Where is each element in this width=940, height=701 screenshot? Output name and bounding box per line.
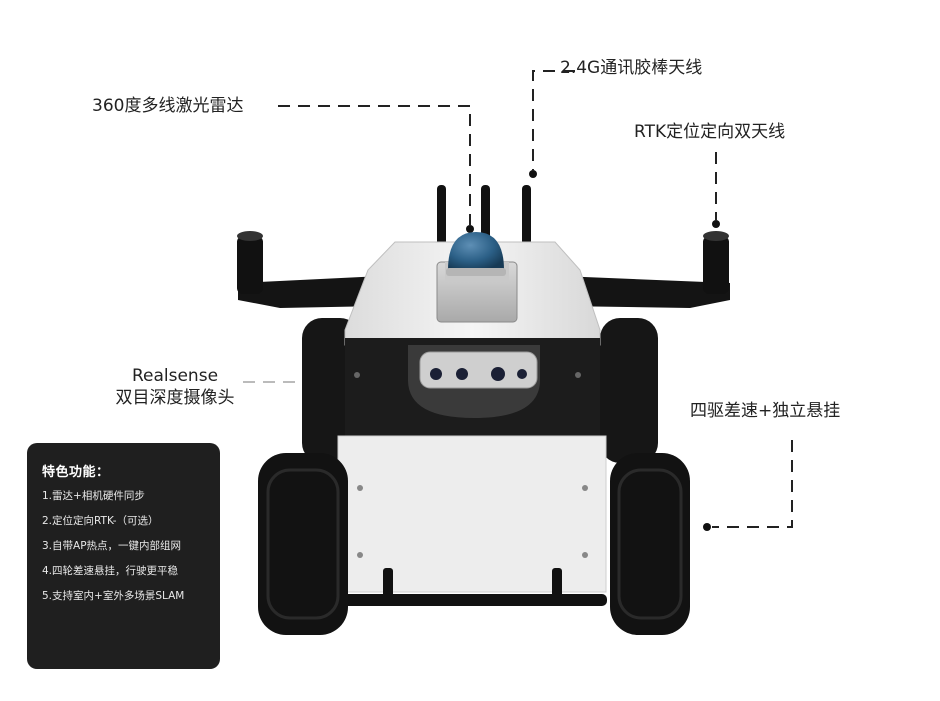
lidar-dome: [448, 232, 504, 270]
feature-title: 特色功能：: [42, 465, 110, 480]
drive-suspension-label: 四驱差速+独立悬挂: [690, 401, 841, 421]
lidar-leader-dot: [466, 225, 474, 233]
feature-list: 1.雷达+相机硬件同步 2.定位定向RTK-（可选） 3.自带AP热点，一键内部…: [42, 490, 206, 603]
bumper-bar: [337, 594, 607, 606]
screw: [357, 485, 363, 491]
camera-lens: [456, 368, 468, 380]
camera-lens: [517, 369, 527, 379]
lidar-ring: [446, 268, 506, 276]
camera-label: Realsense 双目深度摄像头: [110, 365, 240, 409]
camera-label-line2: 双目深度摄像头: [115, 388, 235, 408]
camera-lens: [491, 367, 505, 381]
screw: [582, 552, 588, 558]
screw: [354, 372, 360, 378]
antenna-leader-dot: [529, 170, 537, 178]
rtk-leader-dot: [712, 220, 720, 228]
feature-item: 5.支持室内+室外多场景SLAM: [42, 590, 185, 602]
left-rtk-antenna: [237, 231, 263, 294]
robot-front-body: [337, 435, 607, 593]
antenna-label: 2.4G通讯胶棒天线: [560, 58, 703, 78]
feature-item: 4.四轮差速悬挂，行驶更平稳: [42, 565, 179, 577]
feature-item: 3.自带AP热点，一键内部组网: [42, 540, 182, 552]
bumper-post-right: [552, 568, 562, 600]
lidar-leader-line: [278, 105, 471, 225]
lidar-label: 360度多线激光雷达: [92, 96, 244, 116]
rtk-antenna-label: RTK定位定向双天线: [634, 122, 786, 142]
drive-leader-line: [712, 440, 793, 528]
front-left-wheel: [258, 453, 348, 635]
drive-leader-dot: [703, 523, 711, 531]
screw: [575, 372, 581, 378]
feature-item: 2.定位定向RTK-（可选）: [42, 515, 159, 527]
feature-panel: 特色功能： 1.雷达+相机硬件同步 2.定位定向RTK-（可选） 3.自带AP热…: [27, 443, 220, 669]
screw: [357, 552, 363, 558]
realsense-camera: [419, 351, 538, 389]
camera-label-line1: Realsense: [131, 366, 219, 386]
comm-antennas: [437, 185, 531, 245]
right-rtk-antenna: [703, 231, 729, 294]
screw: [582, 485, 588, 491]
rear-right-wheel: [600, 318, 658, 463]
right-arm-plate: [560, 276, 730, 308]
feature-item: 1.雷达+相机硬件同步: [42, 490, 145, 502]
bumper-post-left: [383, 568, 393, 600]
antenna-leader-line: [532, 70, 575, 170]
front-right-wheel: [610, 453, 690, 635]
camera-lens: [430, 368, 442, 380]
left-arm-plate: [238, 276, 382, 308]
